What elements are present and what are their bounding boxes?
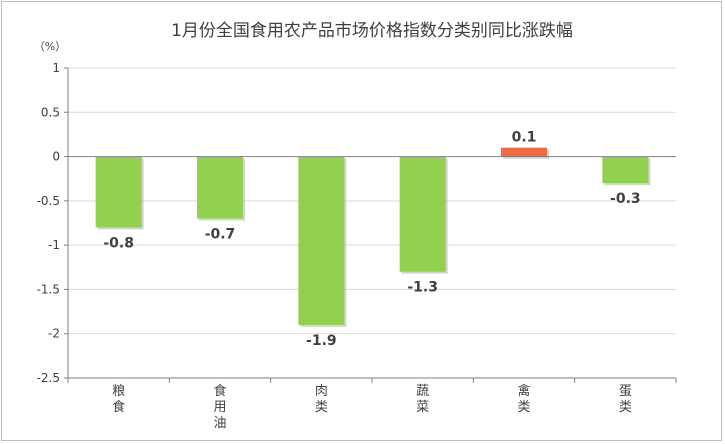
axes	[64, 67, 677, 383]
y-tick-label: -1	[48, 238, 60, 252]
x-tick-label: 蔬菜	[416, 384, 429, 415]
y-tick-label: -2.5	[37, 371, 60, 385]
bar	[602, 156, 649, 184]
y-tick-label: 0.5	[41, 105, 60, 119]
bar	[197, 156, 243, 219]
y-tick-label: -2	[48, 327, 60, 341]
bar	[399, 156, 446, 272]
bar	[501, 147, 547, 157]
y-tick-label: 1	[52, 61, 60, 75]
data-labels: -0.8 -0.7 -1.9 -1.3 0.1 -0.3	[103, 130, 640, 349]
y-tick-label: -0.5	[37, 194, 60, 208]
data-label: -0.8	[103, 235, 134, 251]
x-tick-label: 蛋类	[619, 384, 632, 415]
data-label: -0.7	[205, 227, 236, 243]
gridlines	[68, 67, 676, 379]
data-label: -1.3	[407, 280, 438, 296]
x-tick-label: 食用油	[213, 383, 226, 431]
y-tick-label: -1.5	[37, 282, 60, 296]
y-axis-unit-label: （%）	[34, 40, 66, 53]
data-label: -0.3	[610, 191, 641, 207]
bar	[95, 156, 142, 228]
bars	[95, 147, 651, 327]
data-label: 0.1	[512, 130, 537, 146]
y-tick-label: 0	[52, 150, 60, 164]
x-tick-label: 肉类	[315, 384, 328, 415]
y-axis-ticks: 1 0.5 0 -0.5 -1 -1.5 -2 -2.5	[37, 61, 60, 385]
x-tick-label: 禽类	[517, 383, 530, 415]
bar	[298, 156, 345, 325]
chart-title: 1月份全国食用农产品市场价格指数分类别同比涨跌幅	[171, 21, 573, 41]
x-tick-label: 粮食	[112, 384, 125, 415]
data-label: -1.9	[306, 333, 337, 349]
x-axis-ticks: 粮食 食用油 肉类 蔬菜 禽类 蛋类	[112, 383, 632, 431]
